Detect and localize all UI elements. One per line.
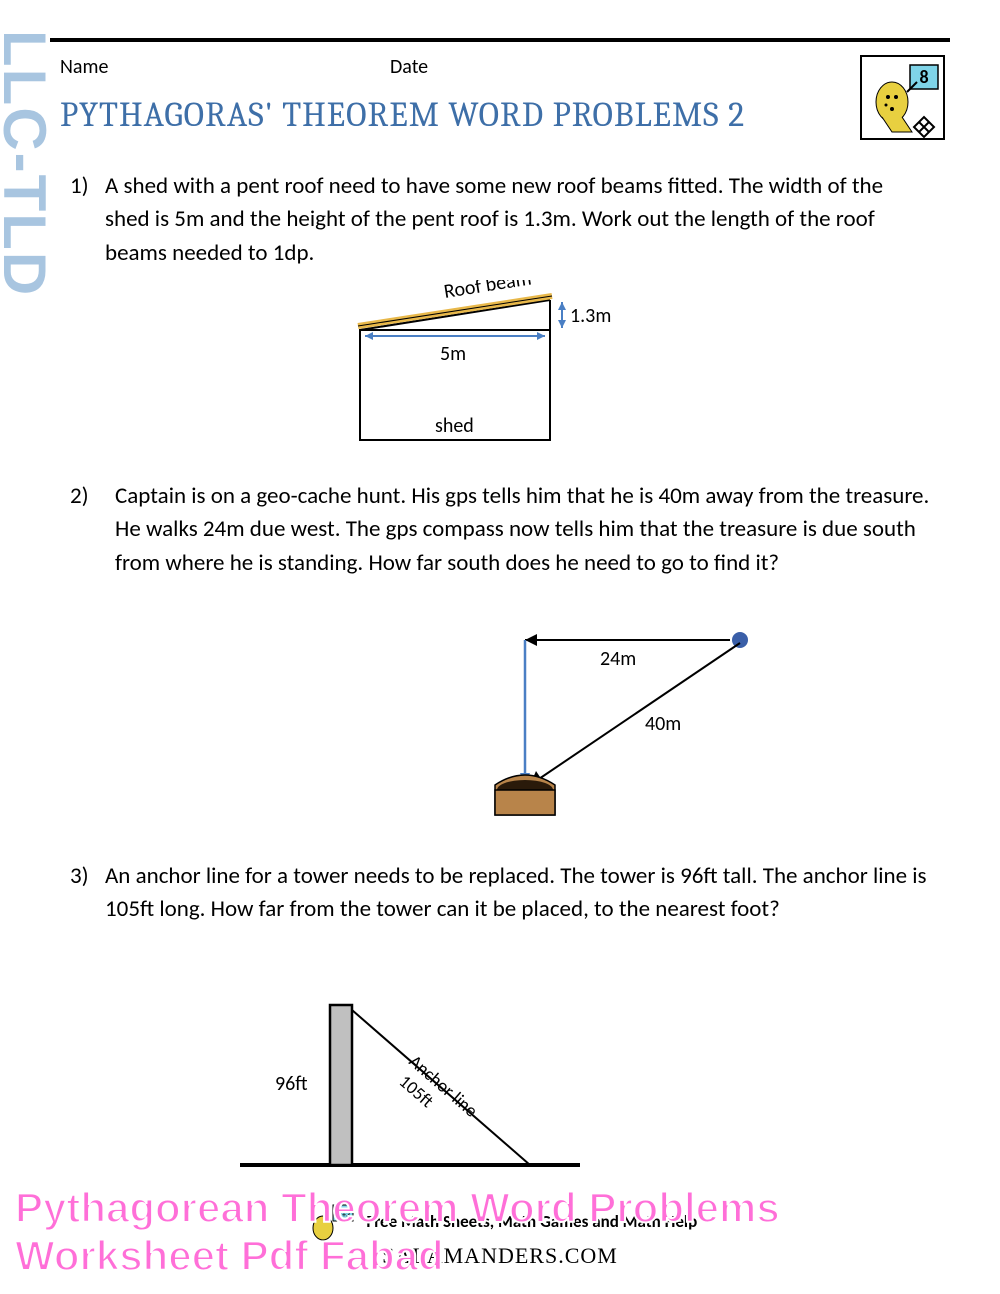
top-rule	[50, 38, 950, 42]
treasure-diagram: 24m 40m	[440, 625, 790, 840]
problem-2: 2) Captain is on a geo-cache hunt. His g…	[75, 480, 930, 580]
overlay-line-2: Worksheet Pdf Fabad	[15, 1232, 444, 1280]
side-watermark: LLC-TLD	[0, 30, 59, 297]
grade-badge: 8	[860, 55, 945, 140]
height-label: 1.3m	[570, 304, 611, 328]
problem-text: A shed with a pent roof need to have som…	[105, 170, 930, 270]
shed-label: shed	[435, 414, 474, 438]
west-label: 24m	[600, 647, 636, 671]
problem-text: An anchor line for a tower needs to be r…	[105, 860, 930, 927]
shed-diagram: Roof beam 1.3m 5m shed	[330, 280, 630, 460]
problem-text: Captain is on a geo-cache hunt. His gps …	[115, 480, 930, 580]
salamander-icon: 8	[862, 57, 947, 142]
tower-label: 96ft	[275, 1072, 308, 1096]
problem-1: 1) A shed with a pent roof need to have …	[75, 170, 930, 270]
tower-diagram: 96ft Anchor line 105ft	[230, 985, 610, 1190]
problem-number: 2)	[70, 480, 89, 513]
page-title: PYTHAGORAS' THEOREM WORD PROBLEMS 2	[60, 95, 745, 135]
problem-number: 1)	[70, 170, 89, 203]
header: Name Date	[60, 55, 940, 79]
overlay-line-1: Pythagorean Theorem Word Problems	[15, 1184, 780, 1232]
name-label: Name	[60, 55, 390, 79]
hyp-label: 40m	[645, 712, 681, 736]
date-label: Date	[390, 55, 428, 79]
svg-text:8: 8	[919, 66, 928, 88]
width-label: 5m	[440, 342, 466, 366]
problem-number: 3)	[70, 860, 89, 893]
problem-3: 3) An anchor line for a tower needs to b…	[75, 860, 930, 927]
